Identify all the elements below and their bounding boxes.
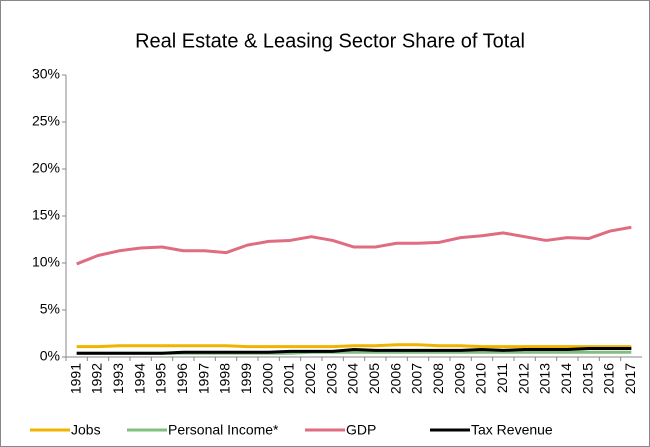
x-tick-label: 1993 [110, 363, 126, 394]
y-tick-label: 20% [32, 160, 60, 176]
x-tick-label: 2016 [601, 363, 617, 394]
x-tick-label: 2000 [259, 363, 275, 394]
x-tick-label: 1995 [153, 363, 169, 394]
x-tick-label: 2007 [409, 363, 425, 394]
x-tick-label: 2002 [302, 363, 318, 394]
y-tick-label: 0% [40, 348, 60, 364]
y-tick-label: 15% [32, 207, 60, 223]
legend-label: Tax Revenue [471, 422, 553, 438]
legend-label: Jobs [71, 422, 101, 438]
series-line [76, 347, 632, 355]
y-tick-label: 5% [40, 301, 60, 317]
y-tick-label: 30% [32, 66, 60, 82]
legend-label: Personal Income* [168, 422, 279, 438]
x-tick-label: 2003 [323, 363, 339, 394]
x-tick-label: 1992 [89, 363, 105, 394]
x-tick-label: 2009 [451, 363, 467, 394]
x-tick-label: 2010 [473, 363, 489, 394]
chart-title: Real Estate & Leasing Sector Share of To… [135, 30, 525, 52]
x-tick-label: 2011 [494, 363, 510, 393]
y-tick-label: 10% [32, 254, 60, 270]
x-tick-label: 2001 [281, 363, 297, 394]
legend-label: GDP [346, 422, 376, 438]
x-tick-label: 2012 [515, 363, 531, 394]
x-tick-label: 1994 [131, 363, 147, 394]
x-tick-label: 2008 [430, 363, 446, 394]
series-line [76, 343, 632, 349]
series-line [76, 225, 632, 266]
x-tick-label: 2015 [579, 363, 595, 394]
x-tick-label: 2005 [366, 363, 382, 394]
x-tick-label: 1998 [217, 363, 233, 394]
x-tick-label: 1996 [174, 363, 190, 394]
x-tick-label: 2013 [537, 363, 553, 394]
x-tick-label: 2017 [622, 363, 638, 394]
x-tick-label: 1991 [67, 363, 83, 394]
x-tick-label: 2014 [558, 363, 574, 394]
y-tick-label: 25% [32, 113, 60, 129]
x-tick-label: 2004 [345, 363, 361, 394]
x-tick-label: 2006 [387, 363, 403, 394]
x-tick-label: 1999 [238, 363, 254, 394]
x-tick-label: 1997 [195, 363, 211, 394]
